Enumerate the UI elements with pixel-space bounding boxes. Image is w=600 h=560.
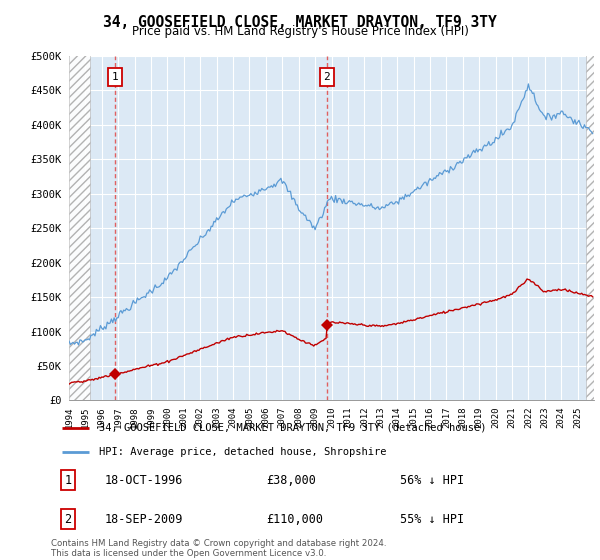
Text: 18-OCT-1996: 18-OCT-1996 xyxy=(105,474,183,487)
Text: 34, GOOSEFIELD CLOSE, MARKET DRAYTON, TF9 3TY (detached house): 34, GOOSEFIELD CLOSE, MARKET DRAYTON, TF… xyxy=(100,423,487,433)
Text: £110,000: £110,000 xyxy=(266,513,323,526)
Text: 56% ↓ HPI: 56% ↓ HPI xyxy=(400,474,464,487)
Text: 2: 2 xyxy=(65,513,72,526)
Text: Price paid vs. HM Land Registry's House Price Index (HPI): Price paid vs. HM Land Registry's House … xyxy=(131,25,469,38)
Text: £38,000: £38,000 xyxy=(266,474,316,487)
Text: HPI: Average price, detached house, Shropshire: HPI: Average price, detached house, Shro… xyxy=(100,446,387,456)
Text: 2: 2 xyxy=(323,72,330,82)
Text: 34, GOOSEFIELD CLOSE, MARKET DRAYTON, TF9 3TY: 34, GOOSEFIELD CLOSE, MARKET DRAYTON, TF… xyxy=(103,15,497,30)
Text: 18-SEP-2009: 18-SEP-2009 xyxy=(105,513,183,526)
Text: 1: 1 xyxy=(65,474,72,487)
Text: Contains HM Land Registry data © Crown copyright and database right 2024.
This d: Contains HM Land Registry data © Crown c… xyxy=(51,539,386,558)
Text: 1: 1 xyxy=(112,72,118,82)
Text: 55% ↓ HPI: 55% ↓ HPI xyxy=(400,513,464,526)
